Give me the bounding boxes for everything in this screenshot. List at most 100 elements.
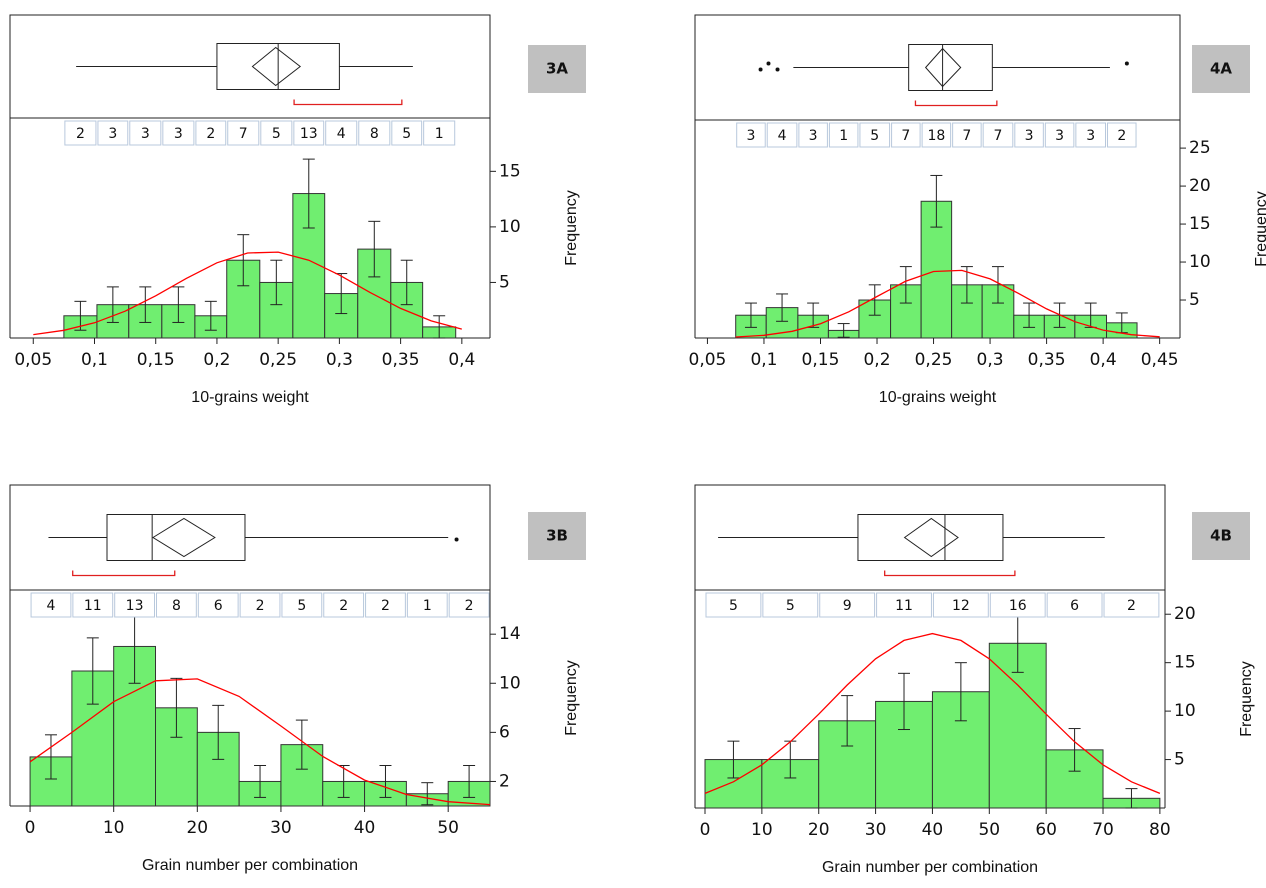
count-cell [819, 592, 876, 618]
count-cell [1075, 122, 1107, 148]
count-cell [72, 592, 114, 618]
count-label: 8 [172, 598, 181, 614]
count-cell [30, 592, 72, 618]
mean-diamond [152, 517, 216, 558]
panel-tag-text: 4A [1210, 60, 1232, 78]
fit-curve [735, 269, 1160, 338]
count-label: 2 [339, 598, 348, 614]
x-axis-label: Grain number per combination [822, 859, 1038, 876]
y-tick-label: 10 [1174, 701, 1196, 721]
x-tick-label: 0 [700, 820, 711, 840]
count-label: 2 [465, 598, 474, 614]
count-label: 3 [108, 126, 117, 142]
x-axis-label: Grain number per combination [142, 857, 358, 874]
count-cell [162, 120, 195, 146]
count-label: 16 [1009, 598, 1027, 614]
y-tick-label: 10 [499, 673, 521, 693]
count-label: 2 [256, 598, 265, 614]
count-cell [1107, 122, 1137, 148]
x-tick-label: 0,35 [1028, 350, 1066, 370]
outlier [1124, 61, 1129, 66]
count-cell [227, 120, 260, 146]
count-cell [156, 592, 197, 618]
count-cell [859, 122, 891, 148]
y-tick-label: 15 [499, 161, 521, 181]
x-tick-label: 0,15 [137, 350, 175, 370]
count-label: 5 [786, 598, 795, 614]
count-cell [448, 592, 490, 618]
count-cell [365, 592, 406, 618]
y-tick-label: 14 [499, 624, 521, 644]
x-tick-label: 0,15 [802, 350, 840, 370]
x-tick-label: 0,2 [863, 350, 890, 370]
count-label: 3 [1025, 128, 1034, 144]
count-cell [97, 120, 129, 146]
shortest-half [914, 100, 998, 107]
count-cell [982, 122, 1014, 148]
box-plot-frame [9, 484, 491, 591]
y-tick-label: 5 [499, 272, 510, 292]
box-plot-frame [9, 14, 491, 119]
shortest-half [293, 99, 403, 106]
count-label: 6 [214, 598, 223, 614]
panel-tag [1192, 45, 1250, 93]
x-tick-label: 0,45 [1141, 350, 1179, 370]
x-axis-label: 10-grains weight [191, 389, 309, 406]
count-label: 5 [729, 598, 738, 614]
outlier [775, 67, 780, 72]
x-tick-label: 10 [751, 820, 773, 840]
x-tick-label: 0,35 [382, 350, 420, 370]
count-label: 12 [952, 598, 970, 614]
count-cell [293, 120, 325, 146]
x-tick-label: 0,2 [203, 350, 230, 370]
count-label: 5 [402, 126, 411, 142]
x-tick-label: 30 [270, 818, 292, 838]
count-label: 2 [381, 598, 390, 614]
count-label: 3 [141, 126, 150, 142]
fit-curve [29, 678, 491, 806]
count-cell [1014, 122, 1044, 148]
x-tick-label: 0,1 [750, 350, 777, 370]
y-axis-label: Frequency [1238, 661, 1255, 737]
x-tick-label: 0 [25, 818, 36, 838]
count-cell [891, 122, 921, 148]
shortest-half [884, 570, 1016, 577]
box-plot-frame [694, 484, 1166, 591]
count-cell [798, 122, 828, 148]
y-tick-label: 25 [1189, 138, 1211, 158]
fit-curve [33, 251, 462, 336]
x-tick-label: 0,25 [915, 350, 953, 370]
panel-tag-text: 3A [546, 60, 568, 78]
x-axis-label: 10-grains weight [879, 389, 997, 406]
count-label: 11 [84, 598, 102, 614]
x-tick-label: 0,05 [14, 350, 52, 370]
count-label: 11 [895, 598, 913, 614]
count-label: 18 [927, 128, 945, 144]
count-cell [423, 120, 456, 146]
count-label: 1 [435, 126, 444, 142]
count-label: 3 [809, 128, 818, 144]
y-tick-label: 15 [1174, 653, 1196, 673]
count-label: 1 [423, 598, 432, 614]
count-label: 2 [76, 126, 85, 142]
y-tick-label: 2 [499, 771, 510, 791]
count-cell [391, 120, 423, 146]
count-cell [876, 592, 932, 618]
count-cell [921, 122, 952, 148]
count-cell [358, 120, 391, 146]
count-label: 7 [994, 128, 1003, 144]
box [857, 514, 1004, 561]
count-label: 2 [206, 126, 215, 142]
count-cell [129, 120, 162, 146]
panel-tag [528, 45, 586, 93]
count-cell [281, 592, 323, 618]
count-label: 6 [1070, 598, 1079, 614]
count-label: 9 [843, 598, 852, 614]
count-cell [195, 120, 227, 146]
y-tick-label: 10 [499, 217, 521, 237]
count-label: 7 [239, 126, 248, 142]
count-label: 5 [870, 128, 879, 144]
count-cell [932, 592, 989, 618]
